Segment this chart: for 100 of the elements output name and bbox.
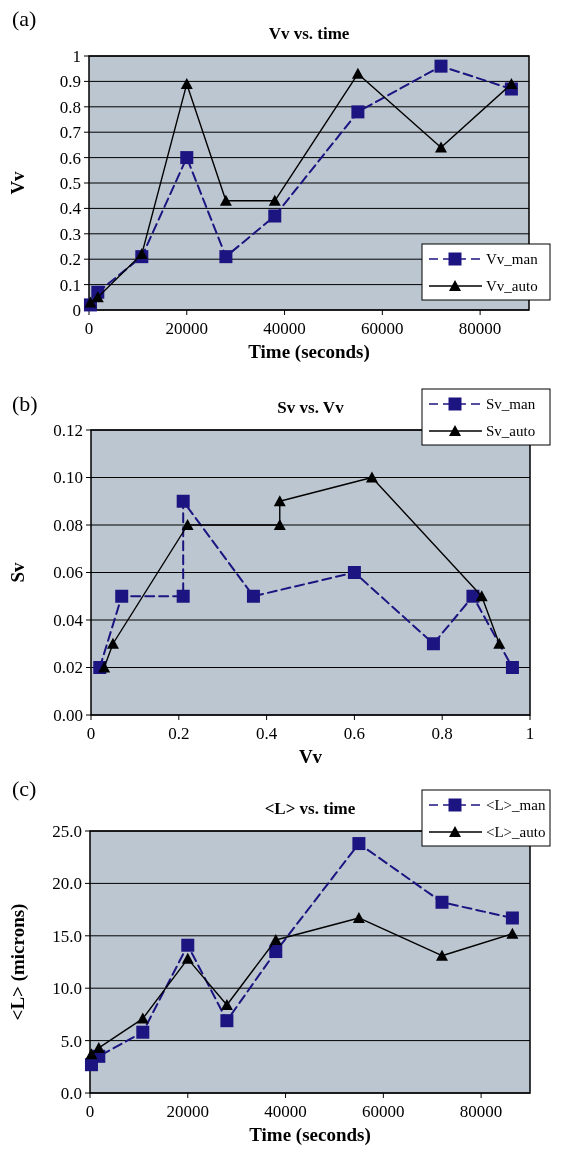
x-tick-label: 0.8 — [431, 724, 453, 743]
x-axis-title: Vv — [298, 746, 323, 767]
point — [426, 637, 440, 651]
point — [351, 67, 364, 79]
point — [505, 911, 519, 925]
point — [220, 1014, 234, 1028]
y-tick-label: 0.7 — [59, 123, 82, 143]
chart-title: <L> vs. time — [264, 799, 356, 818]
point — [475, 590, 488, 602]
point — [365, 471, 378, 483]
y-tick-label: 0.04 — [53, 610, 84, 630]
point — [273, 495, 286, 507]
point — [269, 933, 282, 945]
point — [436, 949, 448, 961]
point — [268, 194, 281, 206]
point — [85, 1048, 98, 1060]
point — [351, 105, 365, 119]
point — [505, 77, 518, 89]
x-tick-label: 80000 — [458, 319, 502, 338]
y-tick-label: 0.4 — [59, 199, 82, 219]
point — [246, 589, 260, 603]
text: (b) — [12, 391, 38, 416]
y-tick-label: 5.0 — [60, 1031, 82, 1051]
y-tick-label: 0.6 — [59, 148, 81, 168]
y-tick-label: 0.12 — [53, 420, 83, 440]
y-tick-label: 0.9 — [59, 72, 81, 92]
point — [106, 637, 119, 649]
point — [352, 911, 365, 923]
legend-label: Vv_man — [486, 251, 539, 268]
point — [466, 589, 480, 603]
point — [180, 77, 193, 89]
point — [493, 637, 506, 649]
x-tick-label: 0.4 — [255, 724, 278, 743]
point — [180, 151, 194, 165]
y-tick-label: 15.0 — [52, 926, 82, 946]
legend-label: <L>_man — [486, 797, 546, 814]
point — [176, 589, 190, 603]
point — [506, 927, 519, 939]
x-tick-label: 20000 — [166, 1102, 210, 1121]
point — [219, 194, 232, 206]
y-tick-label: 0.08 — [53, 515, 83, 535]
x-tick-label: 1 — [525, 724, 535, 743]
y-tick-label: 10.0 — [52, 979, 82, 999]
x-tick-label: 20000 — [165, 319, 209, 338]
y-tick-label: 0.0 — [60, 1083, 82, 1103]
y-tick-label: 0.02 — [53, 658, 83, 678]
x-tick-label: 0 — [85, 1102, 95, 1121]
y-tick-label: 1 — [72, 46, 81, 66]
point — [84, 296, 97, 308]
y-tick-label: 0.2 — [59, 250, 81, 270]
x-tick-label: 40000 — [264, 1102, 307, 1121]
point — [435, 895, 449, 909]
point — [136, 1012, 149, 1024]
y-tick-label: 0.10 — [53, 468, 83, 488]
legend-label: <L>_auto — [486, 824, 546, 841]
point — [219, 250, 233, 264]
x-tick-label: 0.2 — [168, 724, 190, 743]
x-tick-label: 0 — [86, 724, 96, 743]
point — [273, 519, 286, 530]
text: (c) — [12, 776, 37, 801]
y-tick-label: 0.00 — [53, 705, 83, 725]
point — [505, 661, 519, 674]
point — [435, 141, 447, 153]
y-axis-title: <L> (microns) — [7, 903, 29, 1021]
y-tick-label: 25.0 — [52, 821, 82, 841]
y-tick-label: 0.8 — [59, 97, 81, 117]
legend-label: Sv_auto — [486, 423, 536, 440]
y-axis-title: Vv — [7, 170, 28, 195]
point — [136, 1025, 150, 1039]
legend-label: Sv_man — [486, 396, 536, 413]
point — [220, 998, 233, 1010]
chart-title: Sv vs. Vv — [277, 398, 345, 417]
y-tick-label: 0.3 — [59, 224, 81, 244]
point — [181, 952, 194, 964]
y-tick-label: 0 — [72, 300, 81, 320]
chart-title: Vv vs. time — [268, 24, 350, 43]
point — [135, 248, 148, 260]
y-tick-label: 20.0 — [52, 874, 82, 894]
y-axis-title: Sv — [7, 561, 28, 583]
point — [98, 661, 111, 673]
point — [434, 59, 448, 73]
point — [268, 209, 282, 223]
x-tick-label: 80000 — [459, 1102, 503, 1121]
y-tick-label: 0.5 — [59, 173, 81, 193]
legend-label: Vv_auto — [486, 278, 538, 295]
point — [347, 566, 361, 579]
point — [176, 494, 190, 508]
x-tick-label: 60000 — [361, 319, 404, 338]
x-tick-label: 0.6 — [343, 724, 366, 743]
point — [352, 837, 366, 851]
y-tick-label: 0.06 — [53, 563, 83, 583]
point — [269, 945, 283, 959]
x-tick-label: 60000 — [362, 1102, 405, 1121]
x-axis-title: Time (seconds) — [249, 1124, 371, 1146]
point — [181, 938, 195, 952]
text: (a) — [12, 6, 37, 31]
point — [115, 589, 129, 603]
point — [181, 519, 194, 530]
x-axis-title: Time (seconds) — [248, 341, 370, 363]
x-tick-label: 40000 — [263, 319, 306, 338]
